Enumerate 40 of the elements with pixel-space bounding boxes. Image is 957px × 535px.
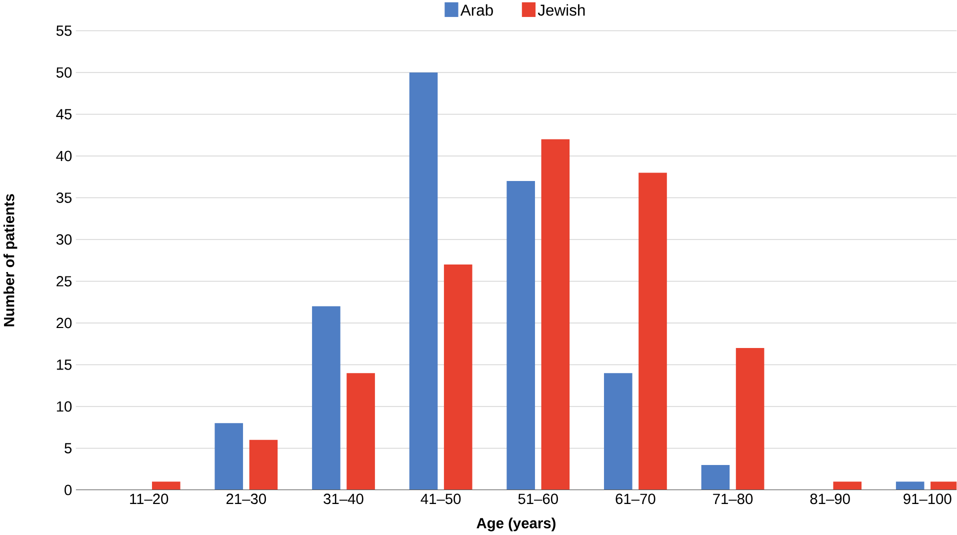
y-tick-label: 25 bbox=[56, 276, 72, 287]
bar bbox=[312, 306, 340, 490]
bar bbox=[346, 373, 375, 490]
bar bbox=[152, 482, 180, 490]
legend-label: Arab bbox=[460, 4, 493, 16]
y-tick-label: 30 bbox=[56, 234, 72, 245]
y-tick-label: 10 bbox=[56, 401, 72, 412]
x-tick-label: 91–100 bbox=[904, 494, 952, 504]
x-tick-label: 51–60 bbox=[518, 494, 558, 504]
legend-label: Jewish bbox=[538, 4, 585, 16]
x-tick-label: 71–80 bbox=[713, 494, 753, 504]
y-tick-label: 0 bbox=[64, 484, 72, 496]
bar bbox=[604, 373, 632, 490]
y-tick-label: 45 bbox=[56, 109, 72, 120]
x-tick-label: 21–30 bbox=[226, 494, 266, 504]
x-tick-label: 61–70 bbox=[616, 494, 656, 504]
bar bbox=[409, 72, 438, 490]
bar bbox=[214, 423, 244, 490]
x-tick-label: 31–40 bbox=[324, 494, 364, 504]
bar bbox=[638, 172, 667, 490]
bar bbox=[249, 440, 278, 490]
x-axis-title: Age (years) bbox=[476, 518, 556, 532]
x-tick-label: 81–90 bbox=[810, 494, 850, 504]
bar bbox=[444, 264, 472, 490]
x-tick-label: 41–50 bbox=[420, 494, 461, 504]
y-tick-label: 35 bbox=[56, 192, 72, 204]
y-tick-label: 40 bbox=[56, 150, 72, 162]
bar bbox=[541, 139, 570, 490]
x-tick-label: 11–20 bbox=[130, 494, 168, 504]
y-tick-label: 20 bbox=[56, 318, 72, 328]
bar bbox=[736, 348, 764, 490]
y-tick-label: 50 bbox=[56, 67, 72, 78]
y-tick-label: 55 bbox=[56, 26, 72, 36]
bar bbox=[506, 181, 535, 490]
y-axis-title: Number of patients bbox=[3, 194, 18, 326]
y-tick-label: 5 bbox=[64, 443, 72, 454]
bar bbox=[833, 482, 862, 490]
bar bbox=[896, 482, 924, 490]
y-tick-label: 15 bbox=[56, 360, 72, 370]
bar bbox=[701, 465, 730, 490]
